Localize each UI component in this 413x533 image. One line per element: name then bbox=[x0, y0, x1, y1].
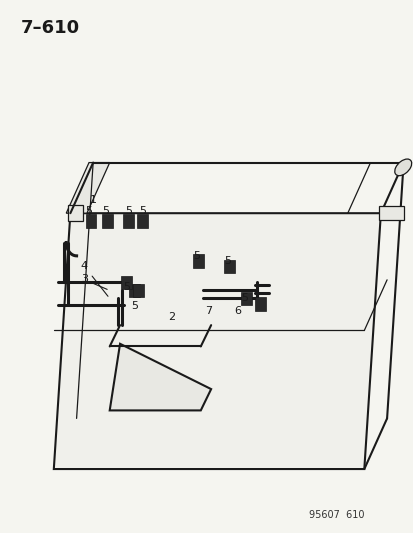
Text: 5: 5 bbox=[131, 301, 138, 311]
Text: 4: 4 bbox=[81, 261, 108, 296]
Bar bbox=[68, 205, 83, 221]
Text: 7–610: 7–610 bbox=[21, 19, 80, 37]
Bar bbox=[255, 297, 266, 311]
Text: 1: 1 bbox=[90, 195, 96, 205]
Bar bbox=[129, 284, 140, 297]
Text: 2: 2 bbox=[168, 312, 175, 322]
Bar bbox=[85, 214, 96, 228]
Bar bbox=[123, 214, 133, 228]
Text: 5: 5 bbox=[193, 251, 199, 261]
Text: 5: 5 bbox=[240, 293, 247, 303]
Ellipse shape bbox=[394, 159, 411, 176]
Polygon shape bbox=[54, 213, 380, 469]
Text: 5: 5 bbox=[125, 206, 131, 216]
Text: 5: 5 bbox=[123, 282, 129, 293]
Bar bbox=[133, 284, 144, 297]
Bar bbox=[378, 206, 403, 220]
Bar bbox=[224, 260, 235, 273]
Text: 7: 7 bbox=[205, 306, 212, 317]
Text: 95607  610: 95607 610 bbox=[308, 510, 363, 520]
Text: 5: 5 bbox=[102, 206, 109, 216]
Text: 5: 5 bbox=[224, 256, 230, 266]
Polygon shape bbox=[109, 344, 211, 410]
Bar bbox=[121, 276, 131, 289]
Bar bbox=[193, 254, 204, 268]
Bar bbox=[102, 214, 113, 228]
Text: 3: 3 bbox=[81, 274, 107, 289]
Text: 6: 6 bbox=[234, 306, 241, 317]
Bar bbox=[137, 214, 148, 228]
Polygon shape bbox=[66, 163, 109, 213]
Bar bbox=[240, 292, 251, 305]
Text: 5: 5 bbox=[139, 206, 146, 216]
Text: 5: 5 bbox=[85, 206, 92, 216]
